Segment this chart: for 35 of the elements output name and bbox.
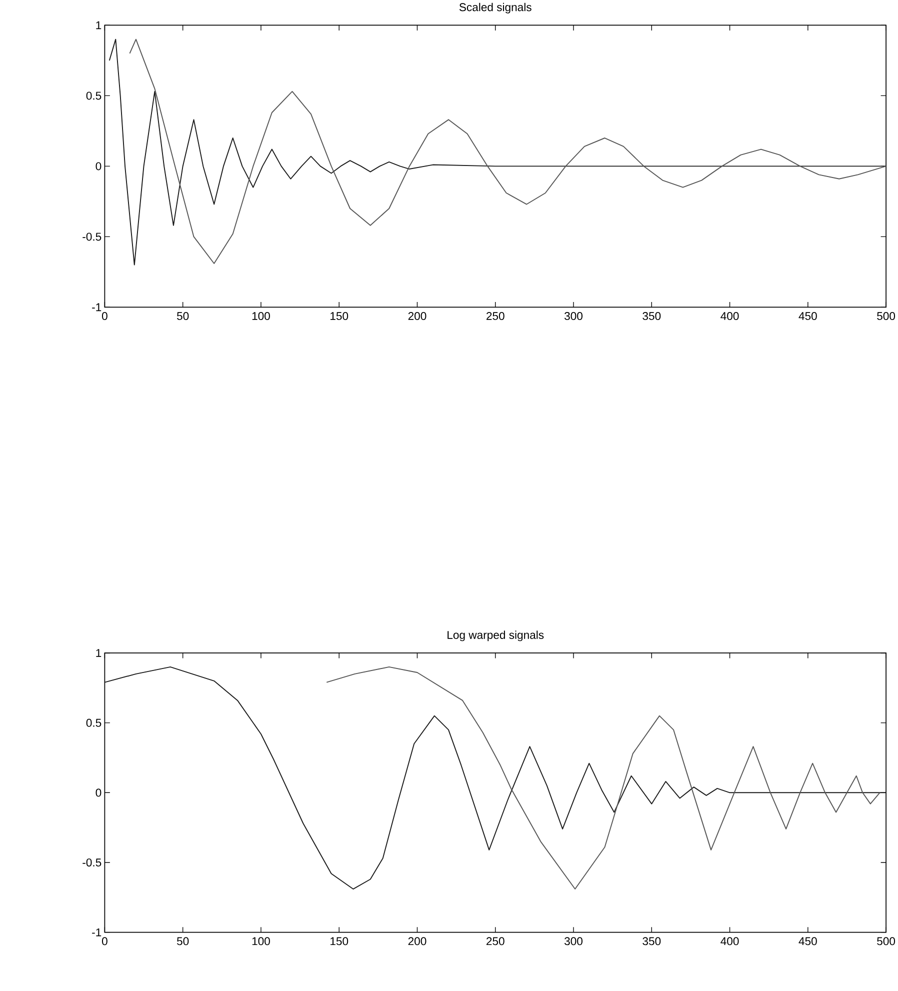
x-tick-label: 100 <box>252 312 270 320</box>
x-tick-label: 0 <box>102 937 108 946</box>
y-tick-label: -0.5 <box>82 858 101 866</box>
y-tick-label: -1 <box>92 303 101 312</box>
x-tick-label: 200 <box>408 937 426 946</box>
x-tick-label: 500 <box>876 937 895 946</box>
y-tick-label: 0 <box>96 788 102 797</box>
y-tick-label: 1 <box>96 21 101 30</box>
y-tick-label: 0.5 <box>86 718 101 727</box>
x-tick-label: 450 <box>798 312 817 320</box>
chart-title: Log warped signals <box>447 630 544 642</box>
x-tick-label: 300 <box>564 312 582 320</box>
y-tick-label: 1 <box>96 649 101 657</box>
x-tick-label: 400 <box>720 937 739 946</box>
y-tick-label: 0.5 <box>86 92 101 100</box>
x-tick-label: 350 <box>642 312 660 320</box>
x-tick-label: 400 <box>720 312 739 320</box>
x-tick-label: 350 <box>642 937 660 946</box>
line-series <box>326 666 880 890</box>
x-tick-label: 300 <box>564 937 582 946</box>
x-tick-label: 200 <box>408 312 426 320</box>
x-tick-label: 250 <box>486 937 504 946</box>
x-tick-label: 50 <box>176 937 189 946</box>
x-tick-label: 500 <box>876 312 895 320</box>
x-tick-label: 150 <box>330 312 348 320</box>
x-tick-label: 150 <box>330 937 348 946</box>
x-tick-label: 100 <box>252 937 270 946</box>
x-tick-label: 250 <box>486 312 504 320</box>
y-tick-label: -1 <box>92 928 101 936</box>
x-tick-label: 0 <box>102 312 108 320</box>
x-tick-label: 50 <box>176 312 189 320</box>
y-tick-label: -0.5 <box>82 232 101 241</box>
y-tick-label: 0 <box>96 162 102 170</box>
x-tick-label: 450 <box>798 937 817 946</box>
chart-title: Scaled signals <box>459 2 532 14</box>
